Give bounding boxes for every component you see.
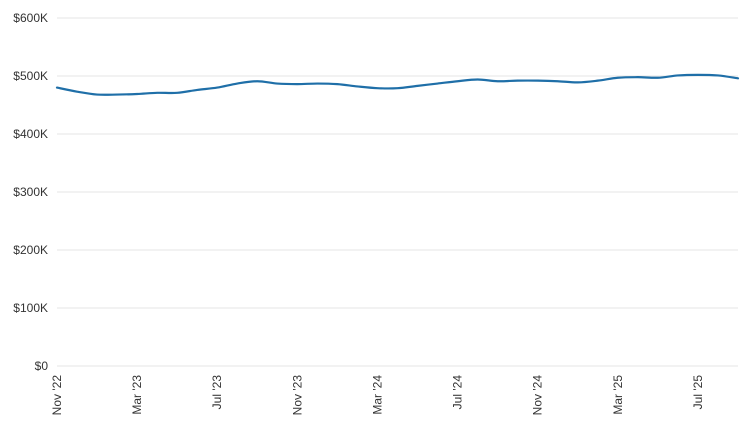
x-tick-label: Nov '23 <box>290 375 304 416</box>
x-tick-label: Jul '23 <box>210 375 224 410</box>
y-tick-label: $100K <box>13 301 48 315</box>
y-axis-labels: $0 $100K $200K $300K $400K $500K $600K <box>13 11 48 373</box>
y-tick-label: $400K <box>13 127 48 141</box>
x-tick-label: Mar '25 <box>611 375 625 415</box>
y-tick-label: $200K <box>13 243 48 257</box>
gridlines <box>57 17 738 367</box>
x-tick-label: Mar '23 <box>130 375 144 415</box>
y-tick-label: $300K <box>13 185 48 199</box>
y-tick-label: $500K <box>13 69 48 83</box>
x-tick-label: Nov '24 <box>531 375 545 416</box>
x-tick-label: Nov '22 <box>50 375 64 416</box>
x-tick-label: Mar '24 <box>370 375 384 415</box>
y-tick-label: $0 <box>35 359 49 373</box>
x-tick-label: Jul '25 <box>691 375 705 410</box>
x-tick-label: Jul '24 <box>451 375 465 410</box>
y-tick-label: $600K <box>13 11 48 25</box>
x-axis-labels: Nov '22 Mar '23 Jul '23 Nov '23 Mar '24 Jul '… <box>50 375 705 416</box>
series-line <box>55 73 740 96</box>
series-layer <box>55 73 740 96</box>
